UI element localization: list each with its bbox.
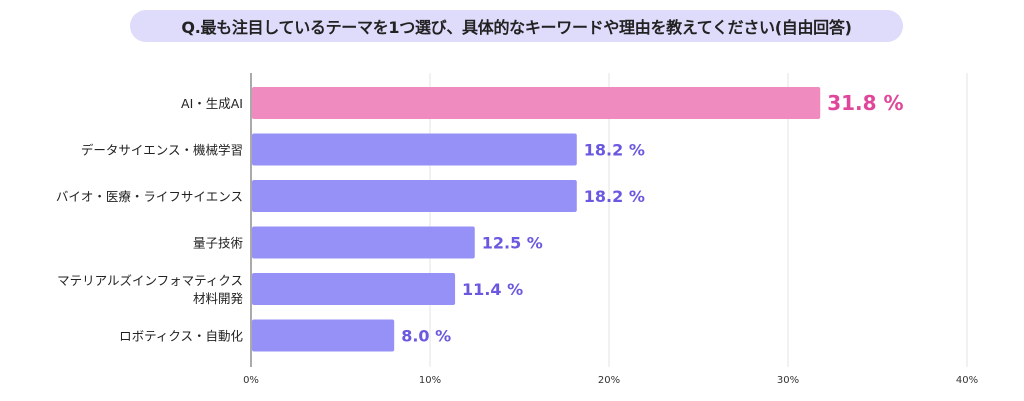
- category-label: 材料開発: [193, 291, 244, 306]
- bar: [252, 273, 456, 305]
- category-label: AI・生成AI: [181, 96, 243, 111]
- x-tick-label: 20%: [598, 375, 620, 386]
- data-label: 31.8 %: [827, 91, 903, 115]
- bar: [252, 133, 577, 166]
- data-label: 8.0 %: [401, 327, 451, 346]
- data-label: 18.2 %: [584, 141, 645, 160]
- x-tick-label: 10%: [419, 375, 441, 386]
- data-label: 12.5 %: [482, 234, 543, 253]
- bar: [252, 226, 475, 259]
- category-label: ロボティクス・自動化: [119, 329, 243, 344]
- category-label: マテリアルズインフォマティクス: [57, 273, 243, 288]
- chart-title: Q.最も注目しているテーマを1つ選び、具体的なキーワードや理由を教えてください(…: [130, 10, 903, 42]
- bar: [252, 180, 577, 212]
- bar: [252, 87, 821, 119]
- bar: [252, 319, 395, 352]
- x-tick-label: 0%: [243, 375, 259, 386]
- x-tick-label: 40%: [956, 375, 978, 386]
- category-label: 量子技術: [193, 236, 243, 251]
- category-label: バイオ・医療・ライフサイエンス: [56, 189, 243, 204]
- x-tick-label: 30%: [777, 375, 799, 386]
- category-label: データサイエンス・機械学習: [81, 143, 243, 158]
- data-label: 18.2 %: [584, 187, 645, 206]
- data-label: 11.4 %: [462, 280, 523, 299]
